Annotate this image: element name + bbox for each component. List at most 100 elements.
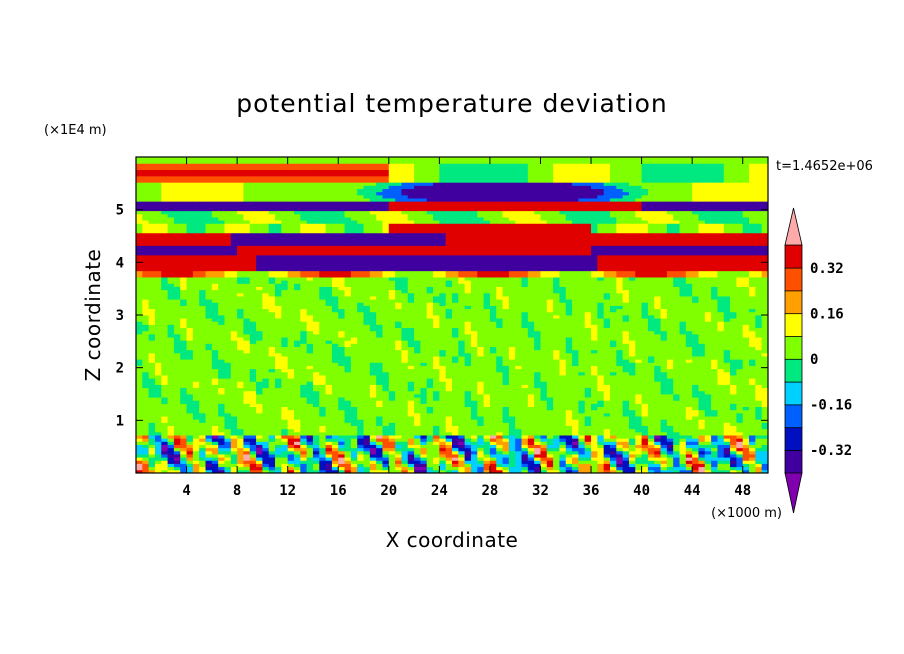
field-cell [237, 198, 244, 202]
field-cell [224, 258, 232, 262]
field-cell [439, 242, 447, 246]
field-cell [300, 292, 308, 297]
field-cell [376, 394, 383, 398]
field-cell [199, 321, 206, 325]
field-cell [338, 365, 345, 370]
field-cell [439, 378, 447, 382]
field-cell [376, 270, 383, 275]
field-cell [243, 454, 251, 458]
field-cell [186, 359, 194, 363]
field-cell [199, 330, 206, 335]
field-cell [262, 245, 270, 250]
field-cell [142, 251, 150, 256]
field-cell [218, 390, 225, 395]
field-cell [243, 352, 251, 357]
field-cell [445, 368, 453, 373]
field-cell [192, 226, 200, 231]
field-cell [192, 273, 200, 278]
field-cell [268, 248, 276, 253]
field-cell [395, 194, 402, 199]
field-cell [344, 349, 352, 354]
field-cell [388, 188, 396, 193]
field-cell [275, 254, 282, 259]
field-cell [376, 204, 383, 208]
field-cell [369, 419, 377, 423]
field-cell [148, 412, 156, 417]
field-cell [237, 337, 244, 341]
field-cell [401, 194, 409, 199]
field-cell [357, 163, 364, 167]
field-cell [439, 254, 447, 259]
field-cell [142, 321, 150, 325]
field-cell [154, 163, 162, 167]
field-cell [142, 308, 150, 313]
field-cell [243, 273, 251, 278]
field-cell [420, 277, 428, 281]
field-cell [319, 444, 326, 449]
field-cell [395, 239, 402, 243]
field-cell [338, 254, 345, 259]
field-cell [350, 280, 358, 284]
field-cell [148, 299, 156, 303]
field-cell [338, 321, 345, 325]
field-cell [433, 384, 440, 389]
field-cell [401, 412, 409, 417]
field-cell [420, 378, 428, 382]
field-cell [287, 403, 295, 408]
field-cell [395, 381, 402, 385]
field-cell [382, 229, 390, 234]
field-cell [199, 435, 206, 439]
field-cell [294, 166, 301, 171]
field-cell [237, 343, 244, 347]
field-cell [167, 315, 175, 319]
field-cell [262, 286, 270, 291]
field-cell [167, 248, 175, 253]
field-cell [376, 425, 383, 430]
field-cell [357, 245, 364, 250]
field-cell [407, 236, 415, 240]
field-cell [382, 327, 390, 332]
field-cell [211, 299, 219, 303]
field-cell [287, 163, 295, 167]
field-cell [230, 397, 238, 401]
field-cell [407, 292, 415, 297]
field-cell [382, 242, 390, 246]
field-cell [382, 381, 390, 385]
field-cell [192, 469, 200, 473]
field-cell [211, 315, 219, 319]
field-cell [433, 400, 440, 404]
field-cell [312, 267, 320, 272]
field-cell [357, 340, 364, 344]
field-cell [433, 324, 440, 329]
field-cell [312, 201, 320, 205]
field-cell [350, 422, 358, 426]
field-cell [154, 311, 162, 316]
field-cell [350, 264, 358, 268]
field-cell [230, 207, 238, 212]
field-cell [268, 343, 276, 347]
field-cell [376, 229, 383, 234]
field-cell [237, 400, 244, 404]
field-cell [338, 242, 345, 246]
field-cell [363, 236, 371, 240]
field-cell [224, 469, 232, 473]
field-cell [148, 416, 156, 420]
field-cell [433, 188, 440, 193]
field-cell [192, 412, 200, 417]
field-cell [395, 444, 402, 449]
field-cell [186, 441, 194, 445]
field-cell [312, 302, 320, 306]
field-cell [249, 217, 257, 221]
field-cell [395, 172, 402, 177]
field-cell [167, 232, 175, 237]
field-cell [325, 340, 333, 344]
field-cell [262, 343, 270, 347]
field-cell [319, 277, 326, 281]
field-cell [268, 267, 276, 272]
field-cell [161, 362, 168, 366]
field-cell [192, 175, 200, 180]
field-cell [420, 157, 428, 161]
field-cell [192, 239, 200, 243]
field-cell [211, 198, 219, 202]
field-cell [224, 397, 232, 401]
